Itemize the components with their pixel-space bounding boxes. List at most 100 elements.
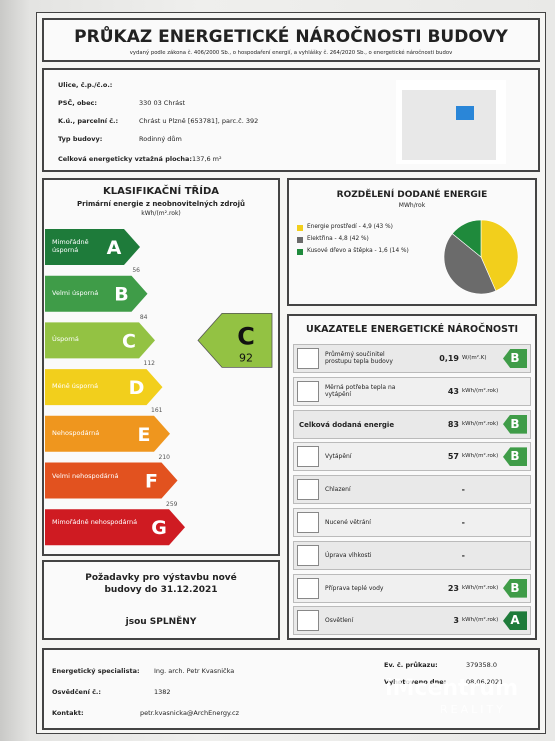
class-bar [45, 275, 148, 312]
indicator-row [293, 606, 531, 636]
result-class: C [237, 322, 255, 350]
requirements-box: Požadavky pro výstavbu nové budovy do 31… [42, 560, 280, 640]
indicator-row [293, 442, 531, 472]
footer-label: Ev. č. průkazu: [384, 661, 438, 669]
legend-swatch [297, 237, 303, 243]
info-label: PSČ, obec: [58, 99, 97, 107]
indicator-icon [297, 577, 319, 599]
indicator-value: 23 [447, 583, 459, 593]
class-limit: 112 [143, 360, 155, 368]
legend-swatch [297, 249, 303, 255]
subtitle: vydaný podle zákona č. 406/2000 Sb., o h… [129, 50, 453, 56]
info-label: Ulice, č.p./č.o.: [58, 81, 113, 89]
indicator-unit: kWh/(m².rok) [462, 617, 499, 624]
energy-split-unit: MWh/rok [398, 202, 426, 209]
class-letter: G [151, 517, 167, 539]
indicator-unit: kWh/(m².rok) [462, 584, 499, 591]
class-bar [45, 369, 163, 406]
class-label: Velmi úsporná [52, 288, 99, 297]
footer-label: Osvědčení č.: [52, 688, 101, 696]
indicator-value: 43 [447, 386, 459, 396]
indicator-label: Průměrný součinitel prostupu tepla budov… [325, 351, 393, 366]
info-label: Celková energeticky vztažná plocha: [58, 155, 193, 163]
indicator-label: Chlazení [325, 486, 351, 494]
class-label: Mimořádně nehospodárná [52, 518, 138, 527]
indicator-unit: kWh/(m².rok) [462, 387, 499, 394]
indicator-unit: W/(m².K) [462, 355, 487, 361]
info-value: Chrást u Plzně [653781], parc.č. 392 [139, 117, 259, 125]
class-bar [45, 229, 140, 265]
building-image [396, 80, 506, 164]
indicator-label: Celková dodaná energie [299, 420, 395, 429]
indicator-icon [297, 610, 319, 632]
footer-box: Energetický specialista: Ing. arch. Petr … [42, 648, 540, 730]
class-letter: C [122, 330, 136, 352]
indicator-icon [297, 512, 319, 533]
watermark-sub: REALITY [440, 703, 506, 716]
indicator-row [293, 376, 531, 406]
footer-label: Energetický specialista: [52, 667, 140, 675]
info-value: 137,6 m² [192, 155, 222, 163]
result-arrow [197, 312, 273, 368]
indicator-value: 57 [447, 452, 459, 462]
indicator-unit: kWh/(m².rok) [462, 420, 499, 427]
window [456, 106, 474, 120]
requirements-text: Požadavky pro výstavbu nové budovy do 31… [85, 573, 237, 596]
indicator-icon [297, 380, 319, 402]
indicator-class: B [503, 447, 527, 467]
building-box: Ulice, č.p./č.o.: PSČ, obec: 330 03 Chrást… [42, 68, 540, 172]
indicator-row [293, 344, 531, 373]
class-bar [45, 509, 185, 546]
indicator-label: Nucené větrání [325, 519, 371, 526]
indicator-value: - [461, 485, 465, 495]
class-label: Mimořádně úsporná [52, 238, 89, 254]
info-value: Rodinný dům [139, 135, 182, 143]
indicator-class: B [503, 578, 527, 598]
legend-label: Energie prostředí - 4,9 (43 %) [307, 224, 393, 230]
class-limit: 84 [139, 313, 148, 321]
indicators-box: UKAZATELE ENERGETICKÉ NÁROČNOSTI Průměrn… [287, 314, 537, 640]
indicator-value: 83 [447, 419, 459, 429]
class-letter: F [145, 471, 158, 493]
indicator-row [293, 540, 531, 570]
indicator-value: - [461, 550, 465, 560]
indicator-label: Osvětlení [325, 617, 354, 625]
legend-swatch [297, 225, 303, 231]
class-label: Méně úsporná [52, 382, 99, 391]
footer-label: Vyhotoveno dne: [384, 678, 447, 686]
title: PRŮKAZ ENERGETICKÉ NÁROČNOSTI BUDOVY [74, 27, 508, 47]
indicator-value: 0,19 [439, 354, 459, 363]
indicator-icon [297, 479, 319, 501]
classification-subtitle: Primární energie z neobnovitelných zdroj… [77, 200, 245, 208]
result-value: 92 [239, 351, 253, 364]
class-letter: B [114, 284, 128, 306]
requirements-result: jsou SPLNĚNY [125, 617, 197, 627]
footer-value: 1382 [154, 688, 171, 696]
indicator-label: Vytápění [325, 453, 352, 461]
class-bar [45, 462, 178, 499]
indicator-icon [297, 446, 319, 468]
class-bar [45, 322, 155, 359]
indicator-icon [297, 544, 319, 566]
indicator-class: A [503, 611, 527, 631]
info-label: Typ budovy: [58, 135, 103, 143]
indicator-row [293, 409, 531, 439]
indicator-row [293, 573, 531, 603]
classification-unit: kWh/(m².rok) [141, 210, 181, 217]
class-limit: 259 [166, 500, 178, 508]
indicator-class: B [503, 349, 527, 368]
title-box: PRŮKAZ ENERGETICKÉ NÁROČNOSTI BUDOVY vyd… [42, 18, 540, 62]
indicator-row [293, 475, 531, 505]
indicator-icon [297, 348, 319, 369]
indicator-label: Měrná potřeba tepla na vytápění [325, 383, 396, 398]
classification-title: KLASIFIKAČNÍ TŘÍDA [102, 186, 219, 197]
class-limit: 161 [151, 407, 163, 415]
info-value: 330 03 Chrást [139, 99, 186, 107]
indicator-row [293, 508, 531, 537]
class-letter: A [107, 237, 122, 259]
indicator-label: Úprava vlhkosti [325, 551, 372, 559]
indicator-unit: kWh/(m².rok) [462, 453, 499, 460]
class-letter: E [138, 424, 151, 446]
footer-value: petr.kvasnicka@ArchEnergy.cz [140, 709, 239, 717]
